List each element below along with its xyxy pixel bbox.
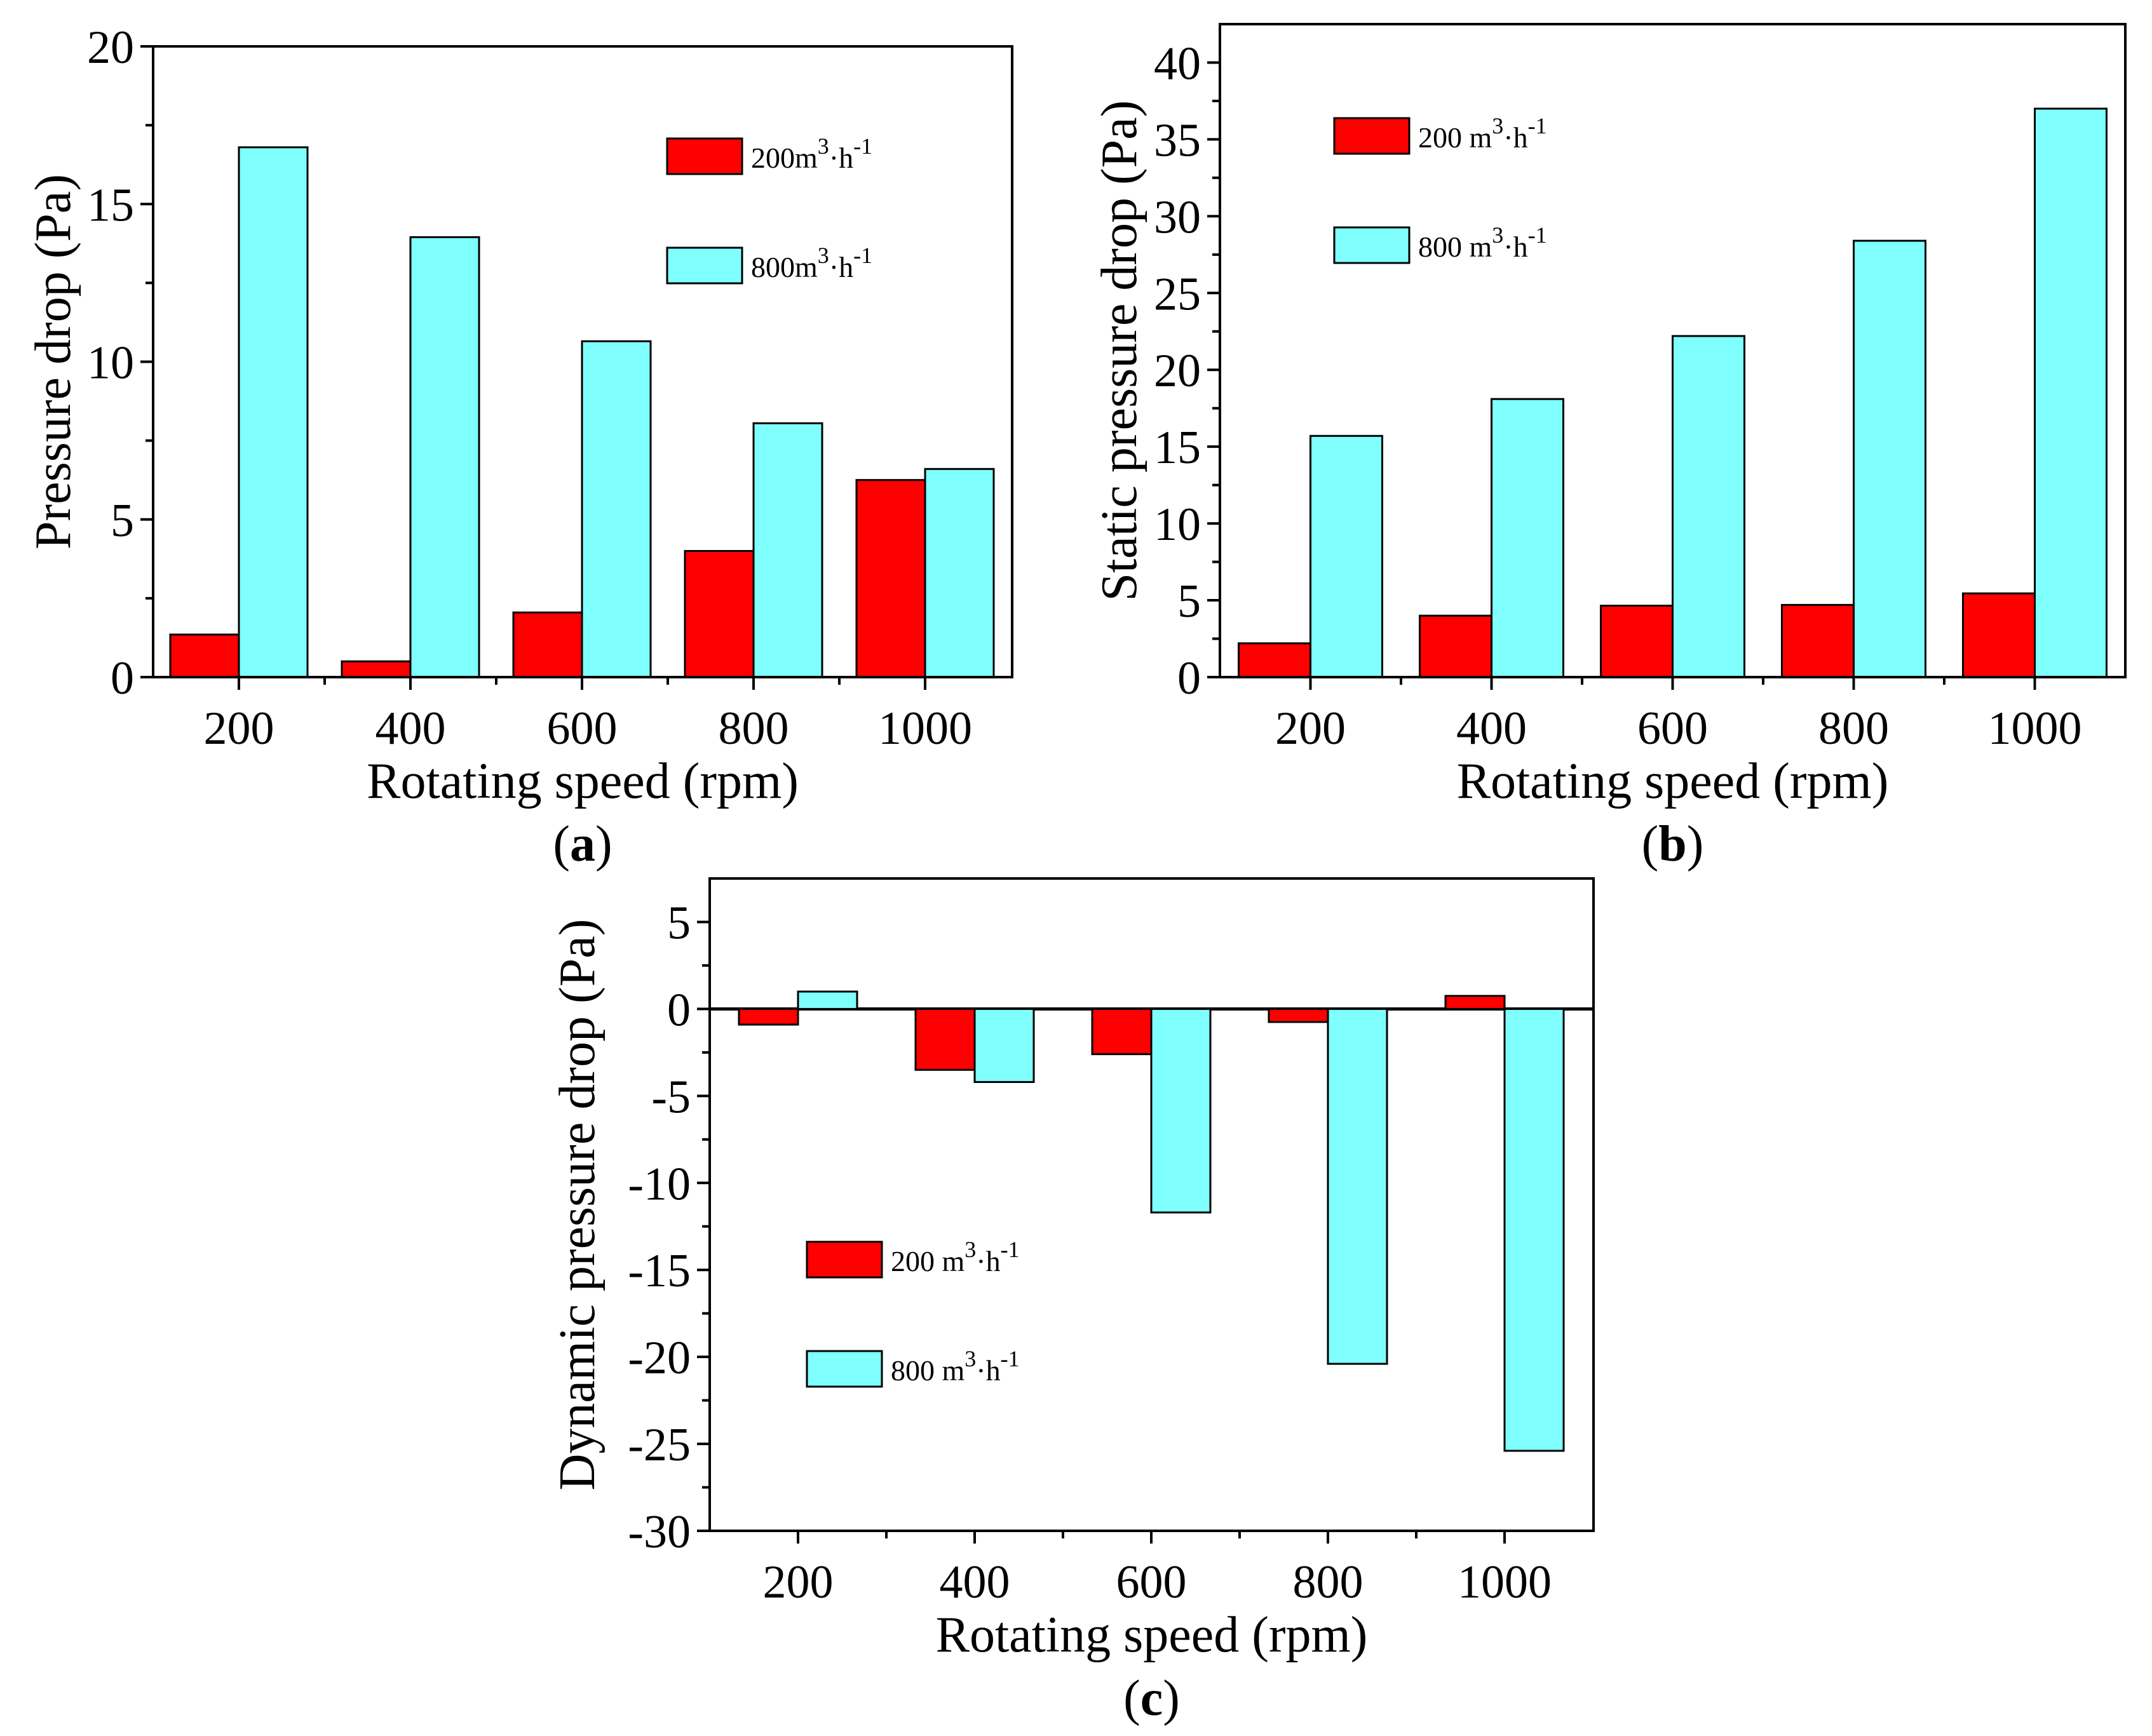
bar-b-s0-200 <box>1238 642 1311 678</box>
legend-swatch <box>1333 117 1411 155</box>
y-tick-label: 15 <box>87 179 134 231</box>
y-tick-label: -25 <box>628 1419 691 1471</box>
y-tick-label: 5 <box>1177 575 1201 628</box>
panel-label: (b) <box>1642 816 1704 872</box>
bar-b-s1-200 <box>1309 434 1383 678</box>
bar-a-s1-800 <box>752 422 823 678</box>
panel-c: 200 400 600 800 1000 -30 -25 -20 -15 -10 -5 0 5 Rotat… <box>550 877 1595 1726</box>
y-tick-label: 35 <box>1154 114 1201 166</box>
y-tick-label: -20 <box>628 1332 691 1384</box>
bar-c-s1-200 <box>797 990 858 1010</box>
x-tick-label: 800 <box>1818 703 1889 755</box>
y-tick-label: 0 <box>1177 652 1201 704</box>
x-tick-label: 800 <box>1293 1556 1364 1608</box>
bar-a-s0-200 <box>169 633 240 678</box>
y-tick-label: -15 <box>628 1245 691 1297</box>
bar-c-s1-600 <box>1150 1007 1212 1214</box>
x-tick-label: 1000 <box>878 703 972 755</box>
bar-a-s1-600 <box>581 340 652 678</box>
legend-label: 200m3·h-1 <box>751 133 872 174</box>
bar-a-s0-600 <box>512 611 583 678</box>
y-tick-label: 5 <box>667 897 691 949</box>
panel-b: 200 400 600 800 1000 0 5 10 15 20 25 30 35 40 Rotating… <box>1092 23 2127 872</box>
bar-a-s0-800 <box>684 549 755 678</box>
y-tick-label: 0 <box>667 984 691 1036</box>
bar-c-s0-200 <box>738 1007 799 1026</box>
x-axis-title: Rotating speed (rpm) <box>936 1607 1368 1663</box>
y-tick-label: 20 <box>1154 345 1201 397</box>
x-tick-label: 200 <box>1275 703 1346 755</box>
x-tick-label: 800 <box>719 703 789 755</box>
x-tick-label: 600 <box>547 703 618 755</box>
plot-frame <box>708 877 1595 1532</box>
bar-c-s0-600 <box>1091 1007 1153 1056</box>
y-tick-label: 10 <box>87 337 134 389</box>
y-axis-title: Static pressure drop (Pa) <box>1092 100 1147 602</box>
y-tick-label: 10 <box>1154 499 1201 551</box>
bar-c-s0-800 <box>1268 1007 1329 1023</box>
panel-label: (a) <box>553 816 612 872</box>
y-axis-title: Pressure drop (Pa) <box>25 174 81 549</box>
bar-b-s0-400 <box>1419 614 1492 678</box>
x-axis-title: Rotating speed (rpm) <box>1457 753 1889 809</box>
bar-c-s1-800 <box>1327 1007 1388 1365</box>
bar-c-s1-1000 <box>1503 1007 1565 1452</box>
panel-label: (c) <box>1123 1671 1180 1726</box>
x-tick-label: 400 <box>940 1556 1010 1608</box>
x-tick-label: 1000 <box>1458 1556 1552 1608</box>
y-tick-label: 5 <box>111 495 134 547</box>
legend-label: 800m3·h-1 <box>751 243 872 283</box>
legend-swatch <box>666 246 743 285</box>
bar-b-s0-1000 <box>1962 592 2036 678</box>
x-tick-label: 1000 <box>1988 703 2082 755</box>
y-axis-title: Dynamic pressure drop (Pa) <box>550 919 606 1491</box>
bar-b-s1-800 <box>1853 239 1926 678</box>
y-tick-label: 15 <box>1154 422 1201 474</box>
bar-c-s1-400 <box>973 1007 1035 1083</box>
y-tick-label: 30 <box>1154 191 1201 243</box>
legend-swatch <box>666 137 743 175</box>
bar-c-s0-400 <box>914 1007 976 1071</box>
x-tick-label: 200 <box>763 1556 834 1608</box>
bar-a-s1-400 <box>409 236 480 678</box>
bar-b-s0-800 <box>1781 603 1855 678</box>
bar-a-s1-200 <box>238 146 309 678</box>
y-tick-label: 25 <box>1154 268 1201 320</box>
legend-swatch <box>1333 226 1411 264</box>
panel-a: 200 400 600 800 1000 0 5 10 15 20 Rotating speed (… <box>25 22 1013 872</box>
x-tick-label: 600 <box>1116 1556 1187 1608</box>
x-tick-label: 400 <box>376 703 446 755</box>
y-tick-label: -10 <box>628 1158 691 1210</box>
legend-label: 800 m3·h-1 <box>891 1346 1020 1387</box>
bar-b-s1-1000 <box>2034 107 2108 678</box>
y-tick-label: 20 <box>87 22 134 74</box>
legend-label: 200 m3·h-1 <box>891 1237 1020 1277</box>
bar-b-s1-400 <box>1491 398 1564 678</box>
bar-a-s0-1000 <box>855 479 926 678</box>
bar-b-s0-600 <box>1600 605 1674 678</box>
bar-a-s1-1000 <box>924 468 995 678</box>
bar-a-s0-400 <box>341 660 412 678</box>
legend-label: 800 m3·h-1 <box>1418 222 1547 263</box>
x-tick-label: 200 <box>204 703 274 755</box>
legend-swatch <box>806 1350 883 1388</box>
bar-b-s1-600 <box>1672 335 1745 678</box>
y-tick-label: -5 <box>651 1071 691 1123</box>
x-tick-label: 400 <box>1456 703 1527 755</box>
y-tick-label: -30 <box>628 1506 691 1558</box>
x-tick-label: 600 <box>1637 703 1708 755</box>
plot-frame <box>1219 23 2127 678</box>
bar-c-s0-1000 <box>1444 995 1506 1010</box>
legend-swatch <box>806 1241 883 1279</box>
legend-label: 200 m3·h-1 <box>1418 113 1547 154</box>
x-axis-title: Rotating speed (rpm) <box>367 753 799 809</box>
y-tick-label: 0 <box>111 652 134 704</box>
y-tick-label: 40 <box>1154 37 1201 90</box>
